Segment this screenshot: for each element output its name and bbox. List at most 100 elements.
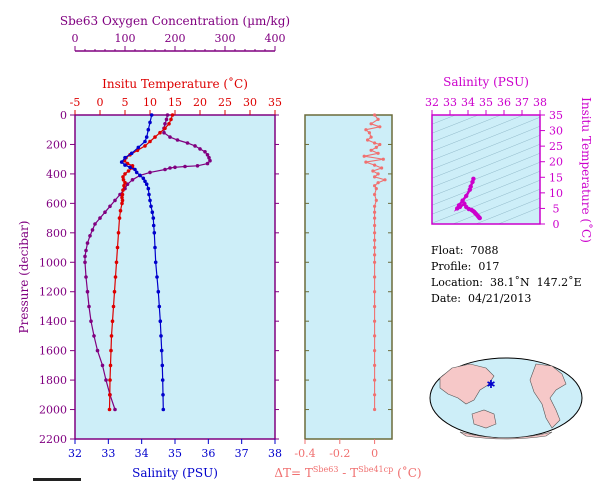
ts-salinity-axis-label: Salinity (PSU) <box>443 75 529 89</box>
delta-t-data-point <box>373 407 377 412</box>
oxygen-data-point <box>168 166 172 170</box>
salinity-data-point <box>146 186 151 191</box>
delta-t-data-point <box>373 175 377 179</box>
salinity-data-point <box>160 378 165 382</box>
oxygen-data-point <box>98 216 102 220</box>
float-id: Float: 7088 <box>431 244 499 257</box>
salinity-data-point <box>153 260 158 265</box>
delta-t-data-point <box>373 245 377 250</box>
salinity-tick-label: 34 <box>135 447 149 460</box>
temperature-data-point <box>108 393 112 397</box>
salinity-data-point <box>146 127 151 132</box>
delta-t-data-point <box>381 157 385 161</box>
delta-t-data-point <box>362 154 366 158</box>
temperature-data-point <box>112 289 117 294</box>
salinity-data-point <box>159 348 164 353</box>
salinity-data-point <box>119 160 124 164</box>
oxygen-data-point <box>89 319 93 324</box>
salinity-data-point <box>148 120 152 125</box>
location-map: ✱ <box>429 357 583 440</box>
pressure-tick-label: 400 <box>46 168 67 181</box>
oxygen-data-point <box>90 228 95 232</box>
temperature-data-point <box>108 378 112 382</box>
ts-salinity-tick-label: 36 <box>497 96 511 109</box>
oxygen-data-point <box>205 161 210 166</box>
delta-t-data-point <box>373 319 377 323</box>
salinity-data-point <box>123 163 127 167</box>
oxygen-data-point <box>108 204 112 209</box>
delta-t-tick-label: 0 <box>371 447 378 460</box>
ts-data-point <box>457 204 463 210</box>
temperature-data-point <box>109 334 114 338</box>
delta-t-data-point <box>383 178 387 182</box>
footer-stamp <box>33 478 81 481</box>
oxygen-data-point <box>163 167 167 172</box>
oxygen-data-point <box>175 138 180 142</box>
salinity-tick-label: 32 <box>68 447 82 460</box>
pressure-tick-label: 0 <box>60 109 67 122</box>
oxygen-data-point <box>113 407 117 412</box>
pressure-tick-label: 1400 <box>39 315 67 328</box>
oxygen-data-point <box>195 164 200 168</box>
salinity-data-point <box>157 304 162 309</box>
temperature-data-point <box>120 198 125 203</box>
temperature-tick-label: 20 <box>193 96 207 109</box>
salinity-data-point <box>160 363 165 368</box>
oxygen-data-point <box>85 289 90 294</box>
temperature-data-point <box>169 117 173 122</box>
ts-temperature-tick-label: 0 <box>553 218 560 231</box>
ts-data-point <box>470 179 475 185</box>
delta-t-data-point <box>374 187 378 191</box>
temperature-data-point <box>120 192 125 197</box>
delta-t-data-point <box>373 141 377 145</box>
oxygen-data-point <box>83 260 87 265</box>
temperature-data-point <box>121 178 126 182</box>
ts-data-point <box>464 193 469 199</box>
salinity-data-point <box>143 179 147 184</box>
salinity-data-point <box>123 155 127 160</box>
delta-t-data-point <box>364 160 368 164</box>
map-land-australia <box>471 409 497 429</box>
oxygen-tick-label: 0 <box>72 32 79 45</box>
temperature-data-point <box>143 144 147 148</box>
ts-density-contour <box>452 188 540 224</box>
ts-temperature-tick-label: 15 <box>549 171 563 184</box>
map-land-antarctica <box>459 431 553 440</box>
ts-temperature-tick-label: 30 <box>549 125 563 138</box>
delta-t-data-point <box>373 363 377 367</box>
delta-t-data-point <box>369 148 373 152</box>
temperature-data-point <box>116 231 121 235</box>
salinity-data-point <box>143 139 147 144</box>
profile-date: Date: 04/21/2013 <box>431 292 532 305</box>
temperature-data-point <box>111 304 116 309</box>
ts-data-point <box>460 198 465 203</box>
delta-t-line <box>364 114 387 410</box>
profile-panel-background <box>75 115 275 439</box>
map-land-americas <box>529 363 567 429</box>
temperature-data-point <box>115 245 120 250</box>
salinity-data-point <box>144 182 149 186</box>
temperature-data-point <box>158 130 162 135</box>
pressure-axis-label: Pressure (decibar) <box>17 221 31 334</box>
oxygen-data-point <box>93 222 97 226</box>
salinity-data-point <box>155 275 159 279</box>
salinity-data-point <box>136 145 141 150</box>
temperature-data-point <box>120 195 124 200</box>
ts-temperature-tick-label: 10 <box>549 187 563 200</box>
temperature-data-point <box>113 275 118 279</box>
temperature-tick-label: 5 <box>122 96 129 109</box>
delta-t-data-point <box>373 216 377 220</box>
temperature-data-point <box>121 175 125 179</box>
ts-salinity-tick-label: 35 <box>479 96 493 109</box>
temperature-tick-label: -5 <box>70 96 81 109</box>
temperature-tick-label: 15 <box>168 96 182 109</box>
ts-salinity-tick-label: 38 <box>533 96 547 109</box>
oxygen-data-point <box>148 170 152 175</box>
salinity-data-point <box>149 113 154 117</box>
delta-t-data-point <box>373 113 377 117</box>
delta-t-data-point <box>373 238 377 242</box>
delta-t-data-point <box>373 275 377 279</box>
delta-t-data-point <box>371 169 375 173</box>
oxygen-tick-label: 200 <box>165 32 186 45</box>
